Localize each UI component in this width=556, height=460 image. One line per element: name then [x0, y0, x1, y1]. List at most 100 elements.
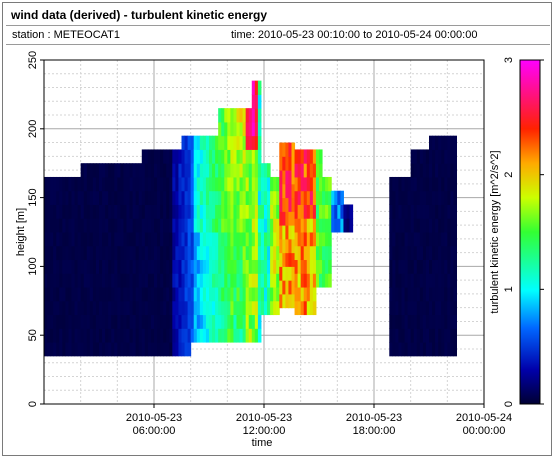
heatmap-cell [438, 300, 442, 316]
heatmap-cell [322, 218, 326, 233]
station-label: station : METEOCAT1 [12, 29, 120, 41]
heatmap-cell [56, 204, 60, 219]
heatmap-cell [166, 328, 170, 343]
heatmap-cell [407, 287, 412, 302]
heatmap-cell [138, 163, 143, 178]
heatmap-cell [233, 218, 237, 233]
heatmap-cell [422, 204, 427, 219]
heatmap-cell [187, 328, 192, 343]
heatmap-cell [166, 273, 170, 288]
heatmap-cell [178, 176, 182, 192]
heatmap-cell [264, 287, 268, 302]
heatmap-cell [117, 273, 121, 288]
heatmap-cell [285, 252, 289, 267]
heatmap-cell [447, 273, 451, 288]
heatmap-cell [160, 287, 164, 302]
heatmap-cell [227, 135, 231, 150]
heatmap-cell [138, 204, 143, 219]
heatmap-cell [193, 287, 198, 302]
heatmap-cell [44, 176, 48, 192]
heatmap-cell [242, 300, 247, 316]
heatmap-cell [163, 163, 167, 178]
heatmap-cell [441, 259, 445, 274]
heatmap-cell [50, 287, 54, 302]
heatmap-cell [429, 273, 433, 288]
heatmap-cell [435, 163, 439, 178]
x-tick-label: 00:00:00 [463, 425, 506, 437]
heatmap-cell [248, 190, 253, 205]
heatmap-cell [59, 259, 63, 274]
heatmap-cell [410, 163, 415, 178]
heatmap-cell [71, 300, 76, 316]
heatmap-cell [187, 342, 192, 357]
heatmap-cell [224, 204, 228, 219]
heatmap-cell [422, 149, 427, 164]
heatmap-cell [184, 218, 189, 233]
heatmap-cell [303, 232, 308, 247]
heatmap-cell [71, 232, 76, 247]
heatmap-cell [401, 314, 406, 329]
heatmap-cell [285, 280, 289, 295]
heatmap-cell [135, 245, 140, 261]
heatmap-cell [86, 204, 91, 219]
heatmap-cell [95, 176, 100, 192]
heatmap-cell [422, 245, 427, 261]
heatmap-cell [300, 176, 305, 192]
heatmap-cell [218, 163, 222, 178]
heatmap-cell [218, 190, 222, 205]
heatmap-cell [138, 176, 143, 192]
heatmap-cell [306, 163, 311, 178]
heatmap-cell [239, 300, 244, 316]
heatmap-cell [422, 176, 427, 192]
heatmap-cell [212, 149, 216, 164]
heatmap-cell [89, 342, 94, 357]
heatmap-cell [251, 163, 256, 178]
heatmap-cell [315, 259, 320, 274]
heatmap-cell [429, 163, 433, 178]
heatmap-cell [95, 342, 100, 357]
heatmap-cell [404, 300, 409, 316]
heatmap-cell [260, 287, 265, 302]
heatmap-cell [74, 176, 79, 192]
heatmap-cell [444, 190, 448, 205]
heatmap-cell [44, 190, 48, 205]
heatmap-cell [199, 204, 204, 219]
heatmap-cell [291, 170, 296, 185]
heatmap-cell [221, 204, 225, 219]
heatmap-cell [312, 273, 317, 288]
heatmap-cell [99, 314, 103, 329]
heatmap-cell [196, 273, 201, 288]
heatmap-cell [50, 204, 54, 219]
heatmap-cell [92, 232, 97, 247]
heatmap-cell [71, 176, 76, 192]
heatmap-cell [209, 149, 213, 164]
heatmap-cell [276, 204, 280, 219]
heatmap-cell [312, 287, 317, 302]
heatmap-cell [233, 232, 237, 247]
heatmap-cell [264, 273, 268, 288]
heatmap-cell [242, 135, 247, 150]
heatmap-cell [123, 190, 127, 205]
heatmap-cell [450, 259, 454, 274]
y-tick-label: 50 [27, 329, 39, 341]
heatmap-cell [184, 190, 189, 205]
heatmap-cell [141, 314, 146, 329]
heatmap-cell [303, 273, 308, 288]
heatmap-cell [273, 273, 277, 288]
heatmap-cell [77, 314, 82, 329]
heatmap-cell [447, 328, 451, 343]
heatmap-cell [447, 190, 451, 205]
heatmap-cell [279, 170, 283, 185]
heatmap-cell [309, 232, 314, 247]
heatmap-cell [47, 300, 51, 316]
y-axis-label: height [m] [15, 208, 27, 256]
heatmap-cell [282, 156, 286, 171]
heatmap-cell [154, 232, 158, 247]
heatmap-cell [395, 328, 399, 343]
heatmap-cell [187, 245, 192, 261]
heatmap-cell [65, 328, 69, 343]
heatmap-cell [123, 176, 127, 192]
heatmap-cell [80, 190, 85, 205]
heatmap-cell [80, 163, 85, 178]
heatmap-cell [340, 190, 344, 205]
